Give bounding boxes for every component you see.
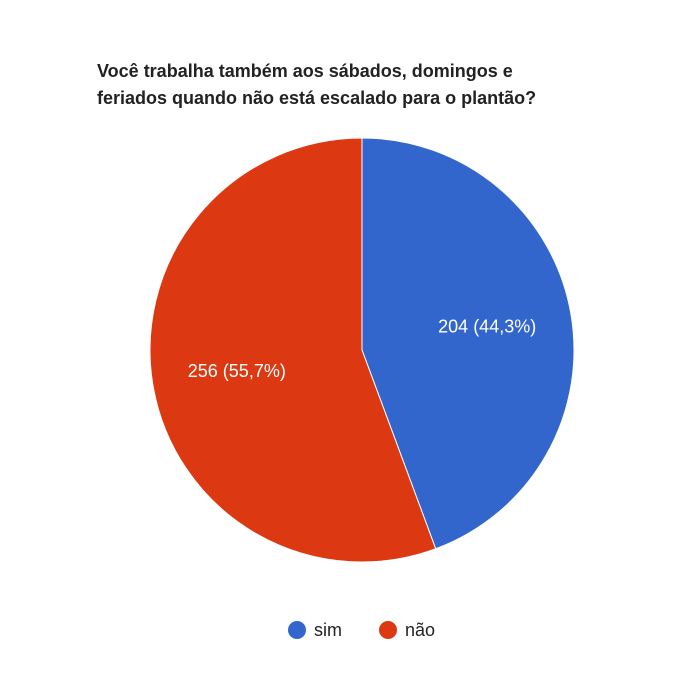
legend-marker (288, 621, 306, 639)
legend-label: não (405, 620, 435, 640)
chart-title: Você trabalha também aos sábados, doming… (97, 61, 513, 81)
legend-marker (379, 621, 397, 639)
slice-label: 204 (44,3%) (438, 316, 536, 336)
legend-label: sim (314, 620, 342, 640)
pie-slice (149, 137, 437, 563)
chart-title: feriados quando não está escalado para o… (97, 88, 536, 108)
slice-label: 256 (55,7%) (188, 361, 286, 381)
pie-slice (361, 137, 575, 550)
